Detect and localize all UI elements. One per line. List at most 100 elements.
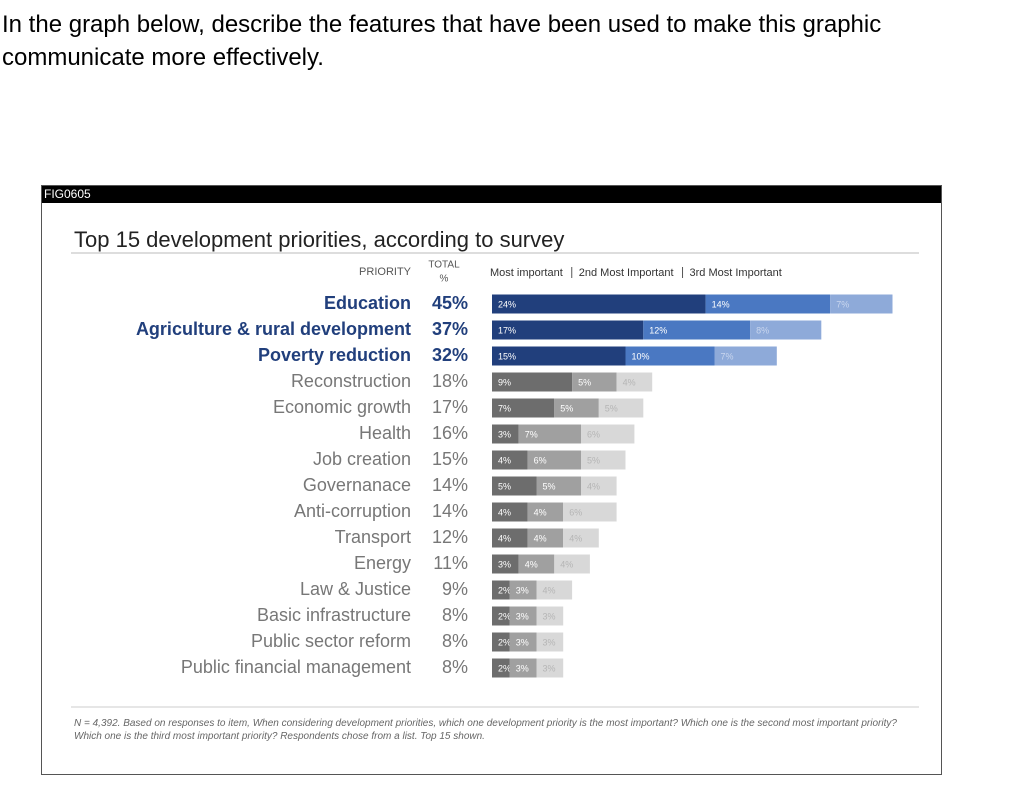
- value-label: 4%: [498, 507, 511, 517]
- value-label: 4%: [534, 533, 547, 543]
- value-label: 4%: [534, 507, 547, 517]
- value-label: 3%: [516, 585, 529, 595]
- category-label: Health: [359, 423, 411, 443]
- bar-segment: [518, 424, 581, 444]
- bar-segment: [643, 320, 751, 340]
- total-label: 11%: [433, 553, 468, 573]
- category-label: Agriculture & rural development: [136, 319, 411, 339]
- bar-segment: [581, 424, 635, 444]
- category-label: Transport: [335, 527, 411, 547]
- value-label: 3%: [516, 637, 529, 647]
- bar-segment: [581, 476, 617, 496]
- value-label: 4%: [498, 533, 511, 543]
- category-label: Job creation: [313, 449, 411, 469]
- value-label: 3%: [498, 559, 511, 569]
- bar-segment: [536, 606, 564, 626]
- bar-segment: [536, 580, 573, 600]
- value-label: 4%: [525, 559, 538, 569]
- total-label: 18%: [432, 371, 468, 391]
- bar-segment: [527, 502, 564, 522]
- chart: Top 15 development priorities, according…: [71, 227, 919, 708]
- category-label: Public financial management: [181, 657, 411, 677]
- value-label: 2%: [498, 637, 511, 647]
- bar-segment: [492, 658, 510, 678]
- legend-entry: Most important: [490, 267, 563, 279]
- total-label: 32%: [432, 345, 468, 365]
- bar-segment: [625, 346, 715, 366]
- value-label: 4%: [560, 559, 573, 569]
- total-header: %: [440, 274, 449, 285]
- question: In the graph below, describe the feature…: [2, 11, 882, 71]
- bar-segment: [830, 294, 893, 314]
- bar-segment: [492, 528, 528, 548]
- category-label: Education: [324, 293, 411, 313]
- value-label: 7%: [721, 351, 734, 361]
- total-label: 8%: [442, 657, 468, 677]
- value-label: 4%: [623, 377, 636, 387]
- value-label: 5%: [587, 455, 600, 465]
- priority-header: PRIORITY: [359, 266, 412, 278]
- category-label: Basic infrastructure: [257, 605, 411, 625]
- bar-segment: [554, 554, 590, 574]
- value-label: 6%: [587, 429, 600, 439]
- value-label: 3%: [543, 611, 556, 621]
- total-label: 12%: [432, 527, 468, 547]
- category-label: Anti-corruption: [294, 501, 411, 521]
- bar-segment: [714, 346, 777, 366]
- total-label: 45%: [432, 293, 468, 313]
- bar-segment: [492, 398, 555, 418]
- value-label: 24%: [498, 299, 516, 309]
- total-label: 37%: [432, 319, 468, 339]
- value-label: 15%: [498, 351, 516, 361]
- bar-segment: [527, 450, 581, 470]
- bar-segment: [563, 528, 599, 548]
- bar-segment: [492, 476, 537, 496]
- bar-segment: [581, 450, 626, 470]
- value-label: 5%: [498, 481, 511, 491]
- total-label: 8%: [442, 631, 468, 651]
- value-label: 17%: [498, 325, 516, 335]
- bar-segment: [554, 398, 599, 418]
- value-label: 3%: [498, 429, 511, 439]
- bar-segment: [492, 606, 510, 626]
- bar-segment: [509, 632, 537, 652]
- bar-segment: [527, 528, 564, 548]
- value-label: 6%: [569, 507, 582, 517]
- bar-segment: [509, 606, 537, 626]
- value-label: 7%: [836, 299, 849, 309]
- bar-segment: [598, 398, 644, 418]
- bar-segment: [563, 502, 617, 522]
- value-label: 7%: [525, 429, 538, 439]
- category-label: Reconstruction: [291, 371, 411, 391]
- value-label: 4%: [498, 455, 511, 465]
- value-label: 10%: [632, 351, 650, 361]
- bar-segment: [572, 372, 617, 392]
- value-label: 3%: [543, 663, 556, 673]
- value-label: 14%: [712, 299, 730, 309]
- figure-id: FIG0605: [42, 186, 941, 203]
- bar-segment: [509, 580, 537, 600]
- bar-segment: [492, 294, 706, 314]
- bar-segment: [616, 372, 653, 392]
- bar-segment: [492, 632, 510, 652]
- value-label: 6%: [534, 455, 547, 465]
- value-label: 8%: [756, 325, 769, 335]
- bar-segment: [536, 658, 564, 678]
- total-label: 17%: [432, 397, 468, 417]
- value-label: 5%: [560, 403, 573, 413]
- bar-segment: [536, 632, 564, 652]
- bar-segment: [492, 346, 626, 366]
- value-label: 9%: [498, 377, 511, 387]
- value-label: 3%: [516, 611, 529, 621]
- value-label: 4%: [543, 585, 556, 595]
- value-label: 2%: [498, 663, 511, 673]
- value-label: 4%: [569, 533, 582, 543]
- total-header: TOTAL: [428, 260, 460, 271]
- value-label: 3%: [516, 663, 529, 673]
- category-label: Public sector reform: [251, 631, 411, 651]
- bar-segment: [492, 554, 519, 574]
- value-label: 5%: [605, 403, 618, 413]
- bar-segment: [492, 580, 510, 600]
- value-label: 7%: [498, 403, 511, 413]
